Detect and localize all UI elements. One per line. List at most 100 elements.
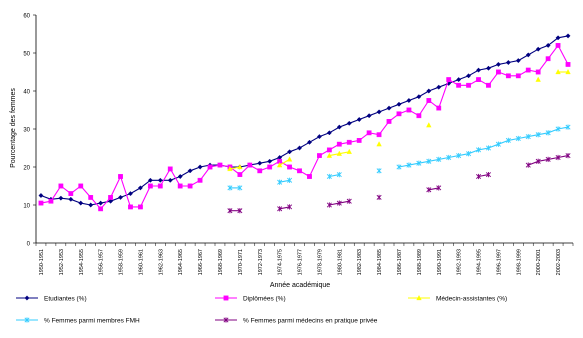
- data-point: [247, 162, 253, 168]
- data-point: [496, 69, 501, 75]
- data-point: [426, 158, 432, 164]
- x-tick-label: 1960-1961: [138, 249, 144, 275]
- data-point: [545, 56, 551, 62]
- data-point: [356, 117, 362, 122]
- data-point: [217, 162, 223, 168]
- data-point: [227, 185, 233, 191]
- series-line: [478, 174, 489, 178]
- legend-label: % Femmes parmi médecins en pratique priv…: [243, 318, 378, 325]
- data-point: [555, 35, 561, 41]
- data-point: [386, 105, 392, 111]
- x-tick-label: 1986-1987: [397, 249, 403, 275]
- data-point: [227, 165, 233, 172]
- data-point: [137, 185, 143, 191]
- data-point: [167, 166, 173, 172]
- series-3: [227, 69, 571, 172]
- y-tick-label: 10: [23, 204, 30, 210]
- data-point: [267, 164, 273, 170]
- data-point: [316, 134, 322, 140]
- data-point: [326, 173, 332, 180]
- y-tick-label: 20: [23, 166, 30, 172]
- data-point: [346, 120, 352, 126]
- data-point: [297, 168, 302, 174]
- legend-label: Diplômées (%): [243, 296, 286, 303]
- series-line: [40, 35, 569, 206]
- data-point: [38, 193, 44, 198]
- data-point: [535, 69, 541, 75]
- data-point: [485, 145, 491, 151]
- data-point: [376, 168, 382, 174]
- data-point: [436, 105, 442, 111]
- data-point: [486, 82, 491, 88]
- data-point: [277, 206, 283, 212]
- data-point: [525, 133, 531, 140]
- data-point: [436, 156, 442, 163]
- x-tick-label: 1958-1959: [119, 249, 125, 275]
- data-point: [555, 43, 561, 48]
- data-point: [366, 113, 372, 119]
- data-point: [326, 147, 332, 153]
- data-point: [446, 77, 452, 83]
- x-tick-label: 1978-1979: [317, 249, 323, 275]
- data-point: [416, 160, 422, 166]
- data-point: [535, 158, 541, 164]
- series-4: [227, 124, 571, 191]
- data-point: [58, 183, 64, 189]
- legend-label: % Femmes parmi membres FMH: [44, 318, 140, 325]
- data-point: [346, 198, 352, 204]
- data-point: [237, 185, 243, 191]
- data-point: [88, 202, 94, 208]
- data-point: [356, 137, 362, 143]
- data-point: [436, 185, 442, 191]
- data-point: [326, 202, 332, 208]
- data-point: [376, 141, 382, 147]
- legend-item: % Femmes parmi membres FMH: [16, 317, 140, 325]
- x-tick-label: 2000-2001: [536, 249, 542, 275]
- data-point: [237, 208, 243, 214]
- data-point: [545, 42, 551, 48]
- data-point: [78, 200, 84, 206]
- data-point: [88, 194, 94, 200]
- data-point: [336, 171, 342, 178]
- axes: 0 10 20 30 40 50 60 1950-1951 1952-1953 1954-1955…: [23, 14, 574, 275]
- data-point: [485, 65, 491, 71]
- data-point: [68, 191, 74, 196]
- data-point: [157, 183, 163, 189]
- data-point: [565, 69, 571, 75]
- data-point: [376, 194, 382, 201]
- data-point: [227, 208, 233, 214]
- data-point: [386, 118, 392, 124]
- data-point: [535, 132, 541, 138]
- data-point: [58, 195, 64, 201]
- y-tick-label: 0: [27, 242, 31, 248]
- data-point: [545, 156, 551, 163]
- data-point: [476, 173, 482, 180]
- series-line: [398, 126, 569, 168]
- data-point: [127, 191, 133, 197]
- x-tick-label: 1950-1951: [39, 249, 45, 275]
- data-point: [565, 62, 571, 67]
- data-point: [78, 183, 84, 189]
- data-point: [24, 317, 30, 323]
- data-point: [147, 177, 153, 183]
- data-point: [207, 164, 213, 170]
- data-point: [476, 77, 481, 83]
- data-point: [525, 162, 531, 168]
- data-point: [167, 177, 173, 183]
- data-point: [505, 73, 511, 79]
- data-point: [495, 141, 501, 147]
- data-point: [515, 135, 521, 142]
- data-point: [277, 179, 283, 185]
- x-tick-label: 1988-1989: [417, 249, 423, 275]
- data-point: [495, 61, 501, 67]
- data-point: [446, 154, 452, 161]
- legend-item: % Femmes parmi médecins en pratique priv…: [215, 317, 378, 325]
- data-point: [466, 82, 471, 88]
- data-point: [237, 164, 243, 170]
- data-point: [223, 317, 229, 323]
- data-point: [197, 177, 203, 183]
- data-point: [535, 76, 541, 82]
- x-tick-label: 1972-1973: [258, 249, 264, 275]
- data-point: [287, 164, 292, 170]
- data-point: [336, 141, 342, 147]
